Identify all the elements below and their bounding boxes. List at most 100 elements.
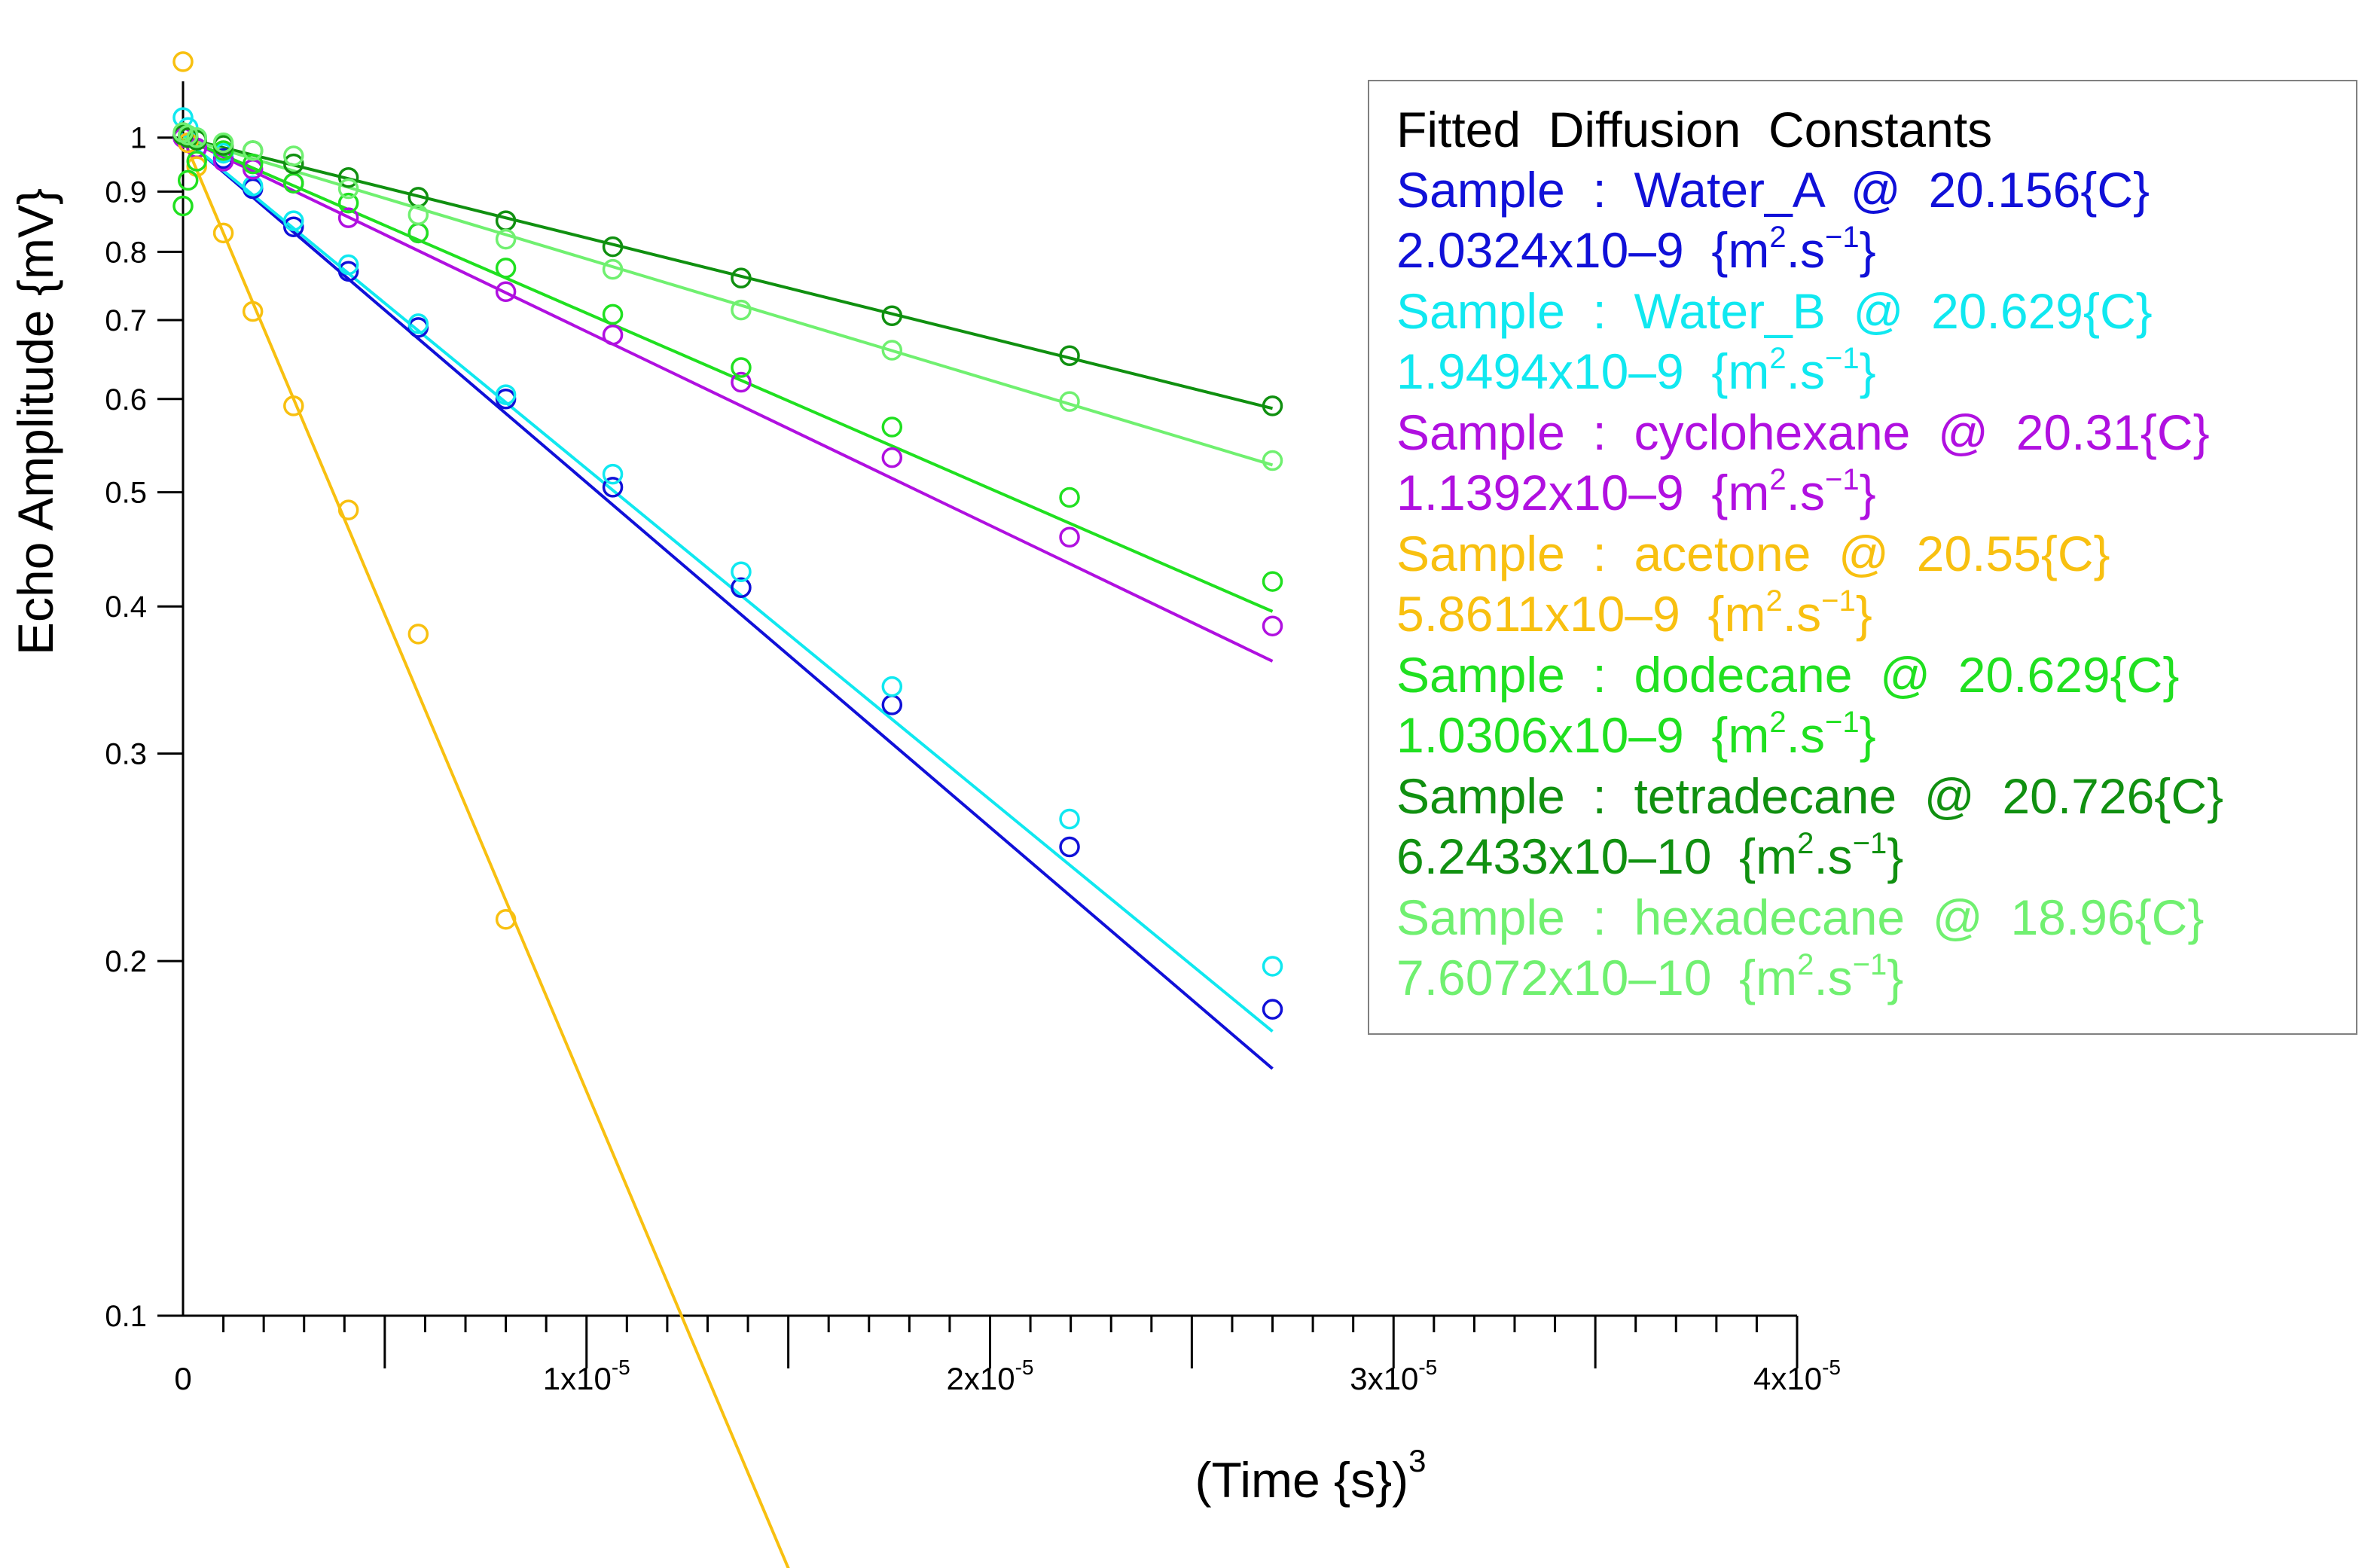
point-dodecane — [881, 416, 903, 438]
point-dodecane — [1262, 571, 1283, 592]
legend-diffusion-line: 7.6072x10–10 {m2.s−1} — [1396, 948, 1904, 1005]
y-tick-label: 0.2 — [105, 945, 147, 978]
x-tick-label: 4x10-5 — [1753, 1356, 1841, 1396]
legend-sample-line: Sample : hexadecane @ 18.96{C} — [1396, 889, 2205, 945]
legend-entry-tetradecane: Sample : tetradecane @ 20.726{C} 6.2433x1… — [1396, 766, 2223, 886]
point-hexadecane — [212, 132, 234, 154]
point-Water_A — [1059, 836, 1080, 858]
point-Water_A — [283, 216, 304, 237]
x-tick-label: 3x10-5 — [1350, 1356, 1437, 1396]
legend-diffusion-line: 1.1392x10–9 {m2.s−1} — [1396, 463, 1876, 520]
x-axis-label: (Time {s})3 — [1195, 1443, 1427, 1508]
point-acetone — [407, 624, 429, 645]
point-acetone — [172, 51, 194, 72]
point-Water_B — [242, 175, 264, 197]
legend-entry-Water_A: Sample : Water_A @ 20.156{C} 2.0324x10–9 … — [1396, 160, 2150, 280]
y-tick-label: 0.8 — [105, 236, 147, 269]
legend-entry-Water_B: Sample : Water_B @ 20.629{C} 1.9494x10–9 … — [1396, 281, 2153, 401]
point-cyclohexane — [881, 447, 903, 468]
legend-diffusion-line: 1.0306x10–9 {m2.s−1} — [1396, 706, 1876, 763]
legend-diffusion-line: 1.9494x10–9 {m2.s−1} — [1396, 342, 1876, 399]
legend-diffusion-line: 5.8611x10–9 {m2.s−1} — [1396, 584, 1872, 642]
point-tetradecane — [1059, 345, 1080, 367]
point-hexadecane — [186, 127, 207, 148]
legend: Fitted Diffusion Constants Sample : Wate… — [1368, 80, 2357, 1035]
point-Water_B — [337, 254, 359, 276]
legend-entry-cyclohexane: Sample : cyclohexane @ 20.31{C} 1.1392x10… — [1396, 402, 2210, 523]
fit-line-dodecane — [182, 136, 1274, 613]
y-tick-label: 0.9 — [105, 175, 147, 209]
point-Water_A — [731, 577, 752, 598]
x-axis-label-exponent: 3 — [1408, 1443, 1426, 1478]
point-cyclohexane — [495, 281, 517, 303]
legend-entry-dodecane: Sample : dodecane @ 20.629{C} 1.0306x10–9… — [1396, 645, 2179, 765]
y-tick-label: 0.5 — [105, 477, 147, 510]
y-tick-label: 0.6 — [105, 383, 147, 416]
point-dodecane — [731, 357, 752, 378]
legend-sample-line: Sample : Water_A @ 20.156{C} — [1396, 162, 2150, 218]
point-hexadecane — [242, 140, 264, 161]
x-tick-label: 0 — [174, 1361, 191, 1396]
point-Water_B — [1262, 956, 1283, 977]
point-Water_B — [731, 561, 752, 583]
legend-entry-acetone: Sample : acetone @ 20.55{C} 5.8611x10–9 {… — [1396, 523, 2110, 644]
point-cyclohexane — [337, 207, 359, 228]
point-cyclohexane — [731, 371, 752, 393]
legend-sample-line: Sample : Water_B @ 20.629{C} — [1396, 283, 2153, 339]
point-dodecane — [212, 140, 234, 161]
point-dodecane — [1059, 487, 1080, 508]
point-acetone — [337, 499, 359, 520]
legend-sample-line: Sample : cyclohexane @ 20.31{C} — [1396, 404, 2210, 460]
point-hexadecane — [337, 178, 359, 200]
point-tetradecane — [881, 305, 903, 327]
fit-line-acetone — [182, 136, 790, 1568]
point-hexadecane — [177, 124, 199, 146]
y-tick-label: 0.1 — [105, 1300, 147, 1333]
fit-line-Water_B — [182, 136, 1274, 1033]
point-cyclohexane — [1059, 526, 1080, 548]
point-hexadecane — [881, 340, 903, 361]
fit-lines — [182, 136, 1274, 1568]
axes: 1 0.9 0.8 0.7 0.6 0.5 0.4 0.3 0.2 0.1 0 1x10-5 2x10-… — [105, 81, 1841, 1396]
fit-line-tetradecane — [182, 136, 1274, 410]
point-Water_B — [881, 676, 903, 697]
data-points — [172, 51, 1283, 1020]
point-acetone — [212, 222, 234, 244]
point-tetradecane — [283, 153, 304, 175]
y-tick-label: 1 — [130, 122, 147, 155]
point-acetone — [283, 395, 304, 416]
point-Water_A — [1262, 999, 1283, 1020]
point-Water_A — [881, 694, 903, 715]
point-cyclohexane — [602, 324, 624, 346]
point-tetradecane — [337, 166, 359, 188]
x-tick-label: 1x10-5 — [543, 1356, 630, 1396]
point-dodecane — [242, 153, 264, 175]
point-Water_A — [602, 477, 624, 498]
y-tick-label: 0.3 — [105, 738, 147, 771]
point-Water_B — [283, 210, 304, 231]
point-hexadecane — [602, 258, 624, 280]
point-hexadecane — [495, 228, 517, 250]
y-tick-label: 0.4 — [105, 590, 147, 624]
legend-diffusion-line: 2.0324x10–9 {m2.s−1} — [1396, 221, 1876, 278]
point-tetradecane — [602, 236, 624, 258]
point-hexadecane — [1262, 450, 1283, 471]
point-dodecane — [602, 304, 624, 325]
point-acetone — [242, 300, 264, 322]
fit-line-cyclohexane — [182, 136, 1274, 663]
fit-line-hexadecane — [182, 136, 1274, 467]
point-hexadecane — [1059, 391, 1080, 412]
point-dodecane — [186, 151, 207, 172]
legend-diffusion-line: 6.2433x10–10 {m2.s−1} — [1396, 827, 1904, 884]
point-dodecane — [495, 258, 517, 279]
point-Water_A — [337, 261, 359, 282]
point-Water_B — [407, 313, 429, 334]
point-hexadecane — [731, 299, 752, 321]
point-dodecane — [177, 169, 199, 191]
point-dodecane — [172, 195, 194, 217]
point-acetone — [495, 908, 517, 930]
fit-line-Water_A — [182, 136, 1274, 1070]
point-tetradecane — [731, 267, 752, 288]
point-hexadecane — [283, 145, 304, 166]
legend-title: Fitted Diffusion Constants — [1396, 102, 1993, 157]
